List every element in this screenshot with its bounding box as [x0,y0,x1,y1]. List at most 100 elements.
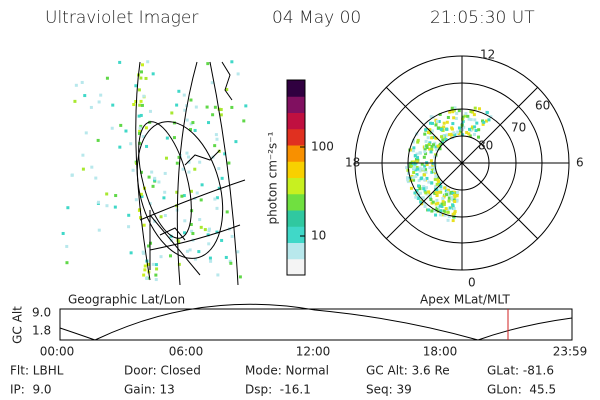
aurora-pixel [420,162,424,166]
aurora-pixel [438,112,442,116]
aurora-pixel [134,84,138,88]
aurora-pixel [422,187,426,191]
aurora-pixel [423,189,427,193]
aurora-pixel [441,134,445,138]
aurora-pixel [94,176,98,180]
mlat-label: 70 [511,121,526,135]
aurora-pixel [177,155,181,159]
aurora-pixel [418,187,422,191]
info-field: Gain: 13 [124,383,175,397]
aurora-pixel [172,121,176,125]
aurora-pixel [428,128,432,132]
aurora-pixel [455,111,459,115]
aurora-pixel [405,176,409,180]
aurora-pixel [485,111,489,115]
aurora-pixel [447,214,451,218]
aurora-pixel [154,278,158,282]
aurora-pixel [113,205,117,209]
aurora-pixel [185,118,189,122]
aurora-pixel [138,129,142,133]
aurora-pixel [111,103,115,107]
aurora-pixel [424,139,428,143]
aurora-pixel [447,199,451,203]
aurora-pixel [139,192,143,196]
aurora-pixel [406,178,410,182]
mlt-label: 0 [468,276,476,290]
aurora-pixel [198,218,202,222]
aurora-pixel [411,176,415,180]
aurora-pixel [439,190,443,194]
aurora-pixel [194,105,198,109]
info-field: GLat: -81.6 [487,364,554,378]
aurora-pixel [118,60,122,64]
mlt-label: 18 [345,156,360,170]
aurora-pixel [219,113,223,117]
aurora-pixel [476,135,480,139]
aurora-pixel [207,229,211,233]
aurora-pixel [175,161,179,165]
aurora-pixel [154,263,158,267]
time-tick-label: 23:59 [553,345,588,359]
aurora-pixel [148,202,152,206]
aurora-pixel [415,165,419,169]
aurora-pixel [438,144,442,148]
aurora-pixel [440,202,444,206]
title: Ultraviolet Imager [45,8,198,28]
aurora-pixel [435,193,439,197]
aurora-pixel [455,194,459,198]
info-field: GLon: 45.5 [487,383,556,397]
aurora-pixel [425,146,429,150]
aurora-pixel [421,167,425,171]
aurora-pixel [450,197,454,201]
colorbar-cell [287,112,305,130]
aurora-pixel [474,129,478,133]
aurora-pixel [185,249,189,253]
aurora-pixel [134,198,138,202]
aurora-pixel [434,213,438,217]
aurora-pixel [97,100,101,104]
panel-label: Geographic Lat/Lon [68,293,185,307]
aurora-pixel [139,124,143,128]
aurora-pixel [213,105,217,109]
aurora-pixel [193,128,197,132]
aurora-pixel [473,118,477,122]
colorbar-tick-label: 100 [311,140,334,154]
aurora-pixel [97,200,101,204]
aurora-pixel [418,166,422,170]
aurora-pixel [446,188,450,192]
aurora-pixel [430,136,434,140]
aurora-pixel [437,206,441,210]
aurora-pixel [456,130,460,134]
aurora-pixel [435,173,439,177]
aurora-pixel [443,186,447,190]
aurora-pixel [440,141,444,145]
aurora-pixel [412,178,416,182]
aurora-pixel [105,192,109,196]
aurora-pixel [451,122,455,126]
aurora-pixel [236,72,240,76]
aurora-pixel [435,119,439,123]
aurora-pixel [162,196,166,200]
aurora-pixel [215,206,219,210]
aurora-pixel [431,143,435,147]
aurora-pixel [448,110,452,114]
aurora-pixel [423,164,427,168]
mlat-label: 80 [478,139,493,153]
aurora-pixel [197,250,201,254]
aurora-pixel [220,238,224,242]
aurora-pixel [127,225,131,229]
aurora-pixel [183,231,187,235]
aurora-pixel [467,117,471,121]
aurora-pixel [414,195,418,199]
aurora-pixel [224,255,228,259]
aurora-pixel [420,196,424,200]
colorbar [287,80,305,276]
aurora-pixel [438,181,442,185]
aurora-pixel [137,114,141,118]
aurora-pixel [110,126,114,130]
aurora-pixel [97,228,101,232]
aurora-pixel [189,189,193,193]
aurora-pixel [437,190,441,194]
colorbar-frame [286,79,306,276]
aurora-pixel [421,196,425,200]
